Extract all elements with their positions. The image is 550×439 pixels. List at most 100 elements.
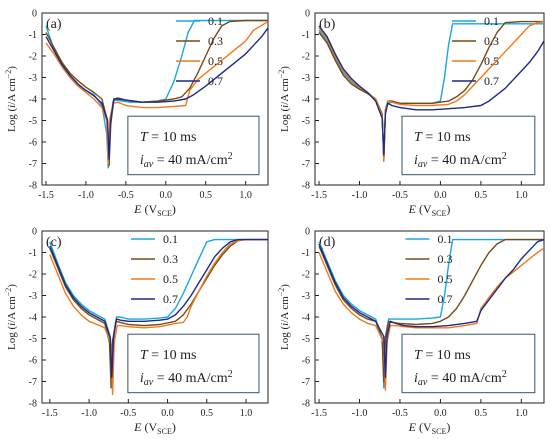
x-tick-label: -1.0 bbox=[352, 408, 368, 419]
legend-entry: 0.1 bbox=[208, 14, 223, 28]
series-line-0.1 bbox=[49, 238, 268, 383]
x-tick-label: -1.0 bbox=[78, 190, 94, 201]
y-tick-label: 0 bbox=[32, 9, 37, 20]
legend-entry: 0.3 bbox=[163, 252, 178, 266]
legend-entry: 0.1 bbox=[163, 232, 178, 246]
annotation-current: iav = 40 mA/cm2 bbox=[414, 369, 507, 388]
y-tick-label: -4 bbox=[302, 95, 310, 106]
x-axis-label: E (VSCE) bbox=[408, 202, 451, 218]
y-tick-label: -4 bbox=[302, 313, 310, 324]
legend-entry: 0.1 bbox=[438, 232, 453, 246]
x-tick-label: 0.5 bbox=[475, 408, 488, 419]
y-tick-label: -1 bbox=[302, 248, 310, 259]
x-tick-label: 0.0 bbox=[434, 190, 447, 201]
y-tick-label: -1 bbox=[29, 30, 37, 41]
y-tick-label: -8 bbox=[302, 399, 310, 410]
y-tick-label: -2 bbox=[302, 270, 310, 281]
y-tick-label: -4 bbox=[29, 95, 37, 106]
y-tick-label: -6 bbox=[29, 356, 37, 367]
y-tick-label: -5 bbox=[302, 334, 310, 345]
annotation-current: iav = 40 mA/cm2 bbox=[414, 151, 507, 170]
x-tick-label: 0.5 bbox=[199, 190, 212, 201]
y-tick-label: -3 bbox=[29, 73, 37, 84]
series-line-0.5 bbox=[45, 20, 268, 165]
y-tick-label: -1 bbox=[302, 30, 310, 41]
x-tick-label: -1.0 bbox=[81, 408, 97, 419]
x-tick-label: 0.5 bbox=[201, 408, 214, 419]
series-line-0.7 bbox=[318, 25, 544, 156]
series-line-0.3 bbox=[318, 238, 544, 383]
legend-entry: 0.3 bbox=[484, 34, 499, 48]
x-tick-label: 1.0 bbox=[515, 190, 528, 201]
y-tick-label: -3 bbox=[29, 291, 37, 302]
y-tick-label: -6 bbox=[302, 356, 310, 367]
y-tick-label: -5 bbox=[302, 116, 310, 127]
x-tick-label: 0.0 bbox=[161, 408, 174, 419]
annotation-current: iav = 40 mA/cm2 bbox=[140, 151, 233, 170]
chart-panel-3: 0 -1 -2 -3 -4 -5 -6 -7 -8 -1.5 -1.0 -0.5 0.0 0.5 1.0 E … bbox=[4, 227, 269, 436]
x-axis-label: E (VSCE) bbox=[408, 420, 451, 436]
chart-panel-1: 0 -1 -2 -3 -4 -5 -6 -7 -8-1.5 -1.0 -0.5 0.0 0.5 1.0 E … bbox=[4, 9, 269, 218]
legend-entry: 0.1 bbox=[484, 14, 499, 28]
x-tick-label: -0.5 bbox=[120, 408, 136, 419]
y-tick-label: -7 bbox=[302, 159, 310, 170]
annotation-period: T = 10 ms bbox=[140, 348, 197, 363]
y-tick-label: -8 bbox=[29, 181, 37, 192]
y-axis-label: Log (i/A cm−2) bbox=[4, 284, 18, 350]
chart-panel-4: 0 -1 -2 -3 -4 -5 -6 -7 -8-1.5 -1.0 -0.5 0.0 0.5 1.0 E … bbox=[277, 227, 545, 436]
x-tick-label: 1.0 bbox=[239, 190, 252, 201]
x-tick-label: -1.0 bbox=[352, 190, 368, 201]
x-tick-label: -0.5 bbox=[392, 190, 408, 201]
panel-label: (a) bbox=[46, 17, 62, 32]
y-tick-label: -5 bbox=[29, 116, 37, 127]
x-axis-label: E (VSCE) bbox=[133, 420, 176, 436]
x-tick-label: 1.0 bbox=[515, 408, 528, 419]
annotation-period: T = 10 ms bbox=[140, 130, 197, 145]
legend-entry: 0.3 bbox=[438, 252, 453, 266]
legend-entry: 0.3 bbox=[208, 34, 223, 48]
series-line-0.3 bbox=[318, 20, 544, 162]
y-tick-label: -3 bbox=[302, 291, 310, 302]
y-tick-label: 0 bbox=[32, 227, 37, 238]
y-tick-label: -3 bbox=[302, 73, 310, 84]
x-tick-label: -1.5 bbox=[311, 190, 327, 201]
legend-entry: 0.5 bbox=[484, 54, 499, 68]
y-tick-label: 0 bbox=[305, 9, 310, 20]
y-tick-label: -2 bbox=[29, 270, 37, 281]
series-line-0.1 bbox=[318, 238, 544, 389]
x-tick-label: 0.0 bbox=[434, 408, 447, 419]
legend-entry: 0.7 bbox=[484, 74, 499, 88]
y-tick-label: -6 bbox=[302, 138, 310, 149]
y-tick-label: -7 bbox=[29, 377, 37, 388]
y-tick-label: -2 bbox=[302, 52, 310, 63]
x-tick-label: -1.5 bbox=[42, 408, 58, 419]
panel-label: (c) bbox=[46, 235, 62, 250]
x-tick-label: -1.5 bbox=[311, 408, 327, 419]
y-axis-label: Log (i/A cm−2) bbox=[4, 66, 18, 132]
chart-panel-2: 0 -1 -2 -3 -4 -5 -6 -7 -8-1.5 -1.0 -0.5 0.0 0.5 1.0 E … bbox=[277, 9, 545, 218]
series-line-0.5 bbox=[318, 247, 544, 391]
y-tick-label: 0 bbox=[305, 227, 310, 238]
legend-entry: 0.7 bbox=[438, 292, 453, 306]
x-tick-label: -0.5 bbox=[118, 190, 134, 201]
annotation-box bbox=[401, 333, 536, 394]
x-tick-label: 0.5 bbox=[475, 190, 488, 201]
y-tick-label: -8 bbox=[29, 399, 37, 410]
x-tick-label: -1.5 bbox=[38, 190, 54, 201]
y-tick-label: -6 bbox=[29, 138, 37, 149]
legend-entry: 0.5 bbox=[208, 54, 223, 68]
series-line-0.7 bbox=[49, 238, 268, 378]
annotation-current: iav = 40 mA/cm2 bbox=[140, 369, 233, 388]
panel-label: (b) bbox=[319, 17, 336, 32]
annotation-box bbox=[127, 115, 260, 176]
annotation-period: T = 10 ms bbox=[414, 130, 471, 145]
series-line-0.7 bbox=[318, 238, 544, 378]
panel-label: (d) bbox=[319, 235, 336, 250]
legend-entry: 0.7 bbox=[163, 292, 178, 306]
series-line-0.5 bbox=[318, 20, 544, 162]
y-axis-label: Log (i/A cm−2) bbox=[277, 284, 291, 350]
legend-entry: 0.5 bbox=[438, 272, 453, 286]
series-line-0.3 bbox=[49, 238, 268, 389]
x-tick-label: -0.5 bbox=[392, 408, 408, 419]
